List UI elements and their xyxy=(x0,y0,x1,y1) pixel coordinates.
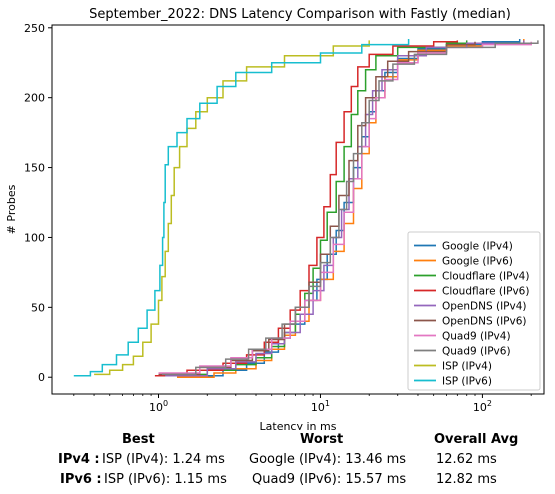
legend-label: OpenDNS (IPv6) xyxy=(442,316,527,328)
summary-row-ipv6-avg: 12.82 ms xyxy=(436,472,497,487)
series-lines xyxy=(73,39,539,378)
series-line-isp-ipv6 xyxy=(73,39,410,377)
chart-title: September_2022: DNS Latency Comparison w… xyxy=(89,7,511,22)
legend-label: OpenDNS (IPv4) xyxy=(442,301,527,313)
legend-label: ISP (IPv6) xyxy=(442,376,492,388)
summary-row-ipv4-label: IPv4 : xyxy=(58,452,100,467)
legend-label: Quad9 (IPv6) xyxy=(442,346,511,358)
summary-header-worst: Worst xyxy=(300,432,344,447)
x-axis-label: Latency in ms xyxy=(260,420,337,430)
legend-box xyxy=(407,231,541,391)
legend-label: Cloudflare (IPv4) xyxy=(442,271,529,283)
x-tick-label: 101 xyxy=(311,399,330,414)
y-axis-label: # Probes xyxy=(5,184,18,234)
x-axis-ticks: 100 101 102 xyxy=(73,394,532,414)
dns-latency-chart: September_2022: DNS Latency Comparison w… xyxy=(5,7,545,430)
legend-label: Quad9 (IPv4) xyxy=(442,331,511,343)
summary-header-avg: Overall Avg xyxy=(434,432,519,447)
chart-legend: Google (IPv4) Google (IPv6) Cloudflare (IP… xyxy=(407,231,541,391)
summary-row-ipv4-avg: 12.62 ms xyxy=(436,452,497,467)
summary-row-ipv6-best: ISP (IPv6): 1.15 ms xyxy=(104,472,227,487)
y-tick-label: 150 xyxy=(24,162,45,175)
legend-label: Cloudflare (IPv6) xyxy=(442,286,529,298)
series-line-cloudflare-ipv4 xyxy=(171,40,468,376)
x-tick-label: 100 xyxy=(149,399,168,414)
y-tick-label: 50 xyxy=(31,301,45,314)
latency-summary-table: Best Worst Overall Avg IPv4 : ISP (IPv4)… xyxy=(0,430,555,494)
x-tick-label: 102 xyxy=(473,399,492,414)
legend-label: Google (IPv6) xyxy=(442,256,513,268)
summary-row-ipv4-worst: Google (IPv4): 13.46 ms xyxy=(249,452,407,467)
series-line-isp-ipv4 xyxy=(94,40,370,376)
plot-frame xyxy=(51,24,545,395)
summary-header-best: Best xyxy=(122,432,155,447)
summary-row-ipv6-label: IPv6 : xyxy=(60,472,102,487)
y-axis-ticks: 0 50 100 150 200 250 xyxy=(24,22,52,384)
series-line-quad9-ipv6 xyxy=(161,40,539,376)
y-tick-label: 0 xyxy=(38,371,45,384)
y-tick-label: 200 xyxy=(24,92,45,105)
legend-label: ISP (IPv4) xyxy=(442,361,492,373)
summary-row-ipv6-worst: Quad9 (IPv6): 15.57 ms xyxy=(252,472,407,487)
legend-label: Google (IPv4) xyxy=(442,241,513,253)
y-tick-label: 100 xyxy=(24,231,45,244)
series-line-opendns-ipv4 xyxy=(165,40,525,377)
summary-row-ipv4-best: ISP (IPv4): 1.24 ms xyxy=(102,452,225,467)
y-tick-label: 250 xyxy=(24,22,45,35)
